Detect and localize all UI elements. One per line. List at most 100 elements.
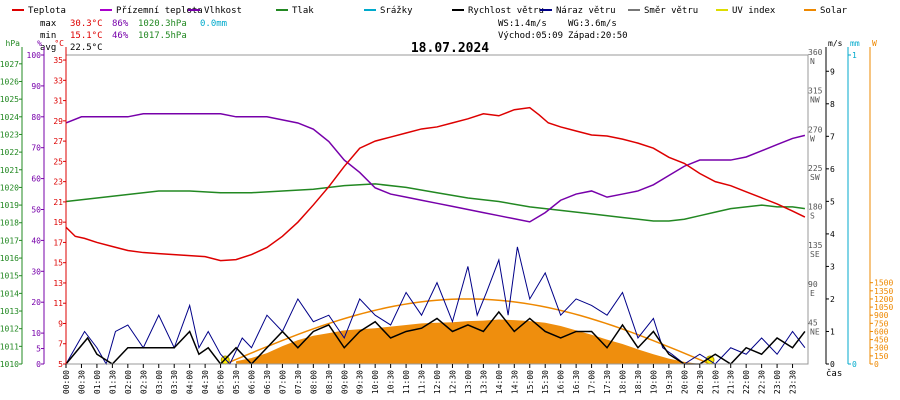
axis-watt-tick-label: 450	[874, 336, 889, 345]
stat-wg: WG:3.6m/s	[568, 19, 617, 29]
axis-percent-tick-label: 70	[31, 144, 41, 153]
stat-min-temp: 15.1°C	[70, 31, 103, 41]
axis-hpa-tick-label: 1019	[0, 201, 19, 210]
x-tick-label: 12:30	[448, 370, 457, 394]
series-solar-area	[236, 319, 700, 364]
axis-celsius-tick-label: 33	[53, 76, 63, 85]
axis-direction-deg: 360	[808, 48, 823, 57]
x-axis-label: čas	[826, 368, 842, 379]
axis-ms-tick-label: 3	[830, 262, 835, 271]
x-tick-label: 21:00	[711, 370, 720, 394]
axis-celsius-tick-label: 29	[53, 117, 63, 126]
x-tick-label: 12:00	[433, 370, 442, 394]
legend-label: Náraz větru	[556, 6, 616, 16]
x-tick-label: 06:30	[263, 370, 272, 394]
x-tick-label: 19:00	[649, 370, 658, 394]
series-solar-theoretical-line	[224, 298, 711, 365]
x-tick-label: 16:30	[572, 370, 581, 394]
legend-label: Solar	[820, 6, 848, 16]
axis-ms-tick-label: 0	[830, 360, 835, 369]
x-tick-label: 09:00	[340, 370, 349, 394]
axis-celsius-tick-label: 31	[53, 97, 63, 106]
axis-direction-deg: 315	[808, 87, 823, 96]
axis-hpa-tick-label: 1011	[0, 342, 19, 351]
axis-celsius-unit: °C	[54, 39, 64, 48]
axis-celsius-tick-label: 21	[53, 198, 63, 207]
axis-ms-tick-label: 6	[830, 165, 835, 174]
x-tick-label: 22:00	[742, 370, 751, 394]
stat-max-temp: 30.3°C	[70, 19, 103, 29]
axis-celsius-tick-label: 17	[53, 238, 63, 247]
stat-min-label: min	[40, 31, 56, 41]
axis-hpa-tick-label: 1018	[0, 219, 19, 228]
x-tick-label: 17:30	[603, 370, 612, 394]
axis-watt-tick-label: 1500	[874, 279, 893, 288]
axis-watt-tick-label: 1200	[874, 295, 893, 304]
series-temperature-line	[65, 106, 806, 262]
axis-percent-tick-label: 10	[31, 329, 41, 338]
axis-hpa-tick-label: 1023	[0, 130, 19, 139]
x-tick-label: 05:30	[232, 370, 241, 394]
legend-label: Srážky	[380, 6, 413, 16]
stat-ws: WS:1.4m/s	[498, 19, 547, 29]
axis-celsius-tick-label: 5	[58, 360, 63, 369]
axis-hpa-tick-label: 1025	[0, 95, 19, 104]
series-wind-speed-line	[65, 310, 806, 366]
axis-direction-label: N	[810, 57, 815, 66]
legend-label: Přízemní teplota	[116, 6, 203, 16]
chart-title: 18.07.2024	[411, 41, 489, 56]
axis-hpa-tick-label: 1012	[0, 325, 19, 334]
axis-hpa-tick-label: 1026	[0, 77, 19, 86]
x-tick-label: 02:00	[124, 370, 133, 394]
x-tick-label: 19:30	[665, 370, 674, 394]
axis-watt-unit: W	[872, 39, 877, 48]
x-tick-label: 01:30	[108, 370, 117, 394]
axes: hPa1010101110121013101410151016101710181…	[0, 39, 893, 394]
axis-watt-tick-label: 300	[874, 344, 889, 353]
axis-hpa-tick-label: 1015	[0, 272, 19, 281]
legend-label: Teplota	[28, 6, 66, 16]
x-tick-label: 11:30	[418, 370, 427, 394]
axis-hpa-tick-label: 1010	[0, 360, 19, 369]
stat-min-hum: 46%	[112, 31, 129, 41]
axis-percent-tick-label: 60	[31, 175, 41, 184]
axis-ms-tick-label: 1	[830, 327, 835, 336]
x-tick-label: 03:00	[155, 370, 164, 394]
x-tick-label: 15:30	[541, 370, 550, 394]
x-tick-label: 23:00	[773, 370, 782, 394]
x-tick-label: 13:00	[464, 370, 473, 394]
axis-hpa-tick-label: 1027	[0, 60, 19, 69]
axis-percent-tick-label: 20	[31, 298, 41, 307]
axis-direction-deg: 270	[808, 125, 823, 134]
x-tick-label: 07:00	[278, 370, 287, 394]
axis-hpa-tick-label: 1017	[0, 236, 19, 245]
x-tick-label: 03:30	[170, 370, 179, 394]
x-tick-label: 15:00	[526, 370, 535, 394]
x-tick-label: 14:00	[495, 370, 504, 394]
axis-ms-tick-label: 4	[830, 230, 835, 239]
axis-hpa-tick-label: 1014	[0, 289, 19, 298]
x-tick-label: 16:00	[557, 370, 566, 394]
axis-hpa-tick-label: 1024	[0, 113, 19, 122]
series-pressure-line	[65, 183, 806, 222]
axis-direction-deg: 90	[808, 280, 818, 289]
axis-direction-label: NW	[810, 96, 820, 105]
x-tick-label: 21:30	[727, 370, 736, 394]
series-wind-gust-line	[65, 246, 806, 366]
x-tick-label: 11:00	[402, 370, 411, 394]
x-tick-label: 17:00	[588, 370, 597, 394]
axis-direction-label: S	[810, 212, 815, 221]
axis-mm-tick-label: 1	[852, 51, 857, 60]
stat-avg-temp: 22.5°C	[70, 43, 103, 53]
axis-celsius-tick-label: 13	[53, 279, 63, 288]
axis-percent-tick-label: 30	[31, 267, 41, 276]
axis-percent-tick-label: 0	[36, 360, 41, 369]
stat-sunrise: Východ:05:09	[498, 31, 563, 41]
axis-percent-tick-label: 5	[36, 345, 41, 354]
x-tick-label: 10:30	[387, 370, 396, 394]
axis-percent-tick-label: 50	[31, 206, 41, 215]
axis-celsius-tick-label: 27	[53, 137, 63, 146]
axis-celsius-tick-label: 7	[58, 340, 63, 349]
axis-direction-label: E	[810, 289, 815, 298]
stat-avg-label: avg	[40, 43, 56, 53]
